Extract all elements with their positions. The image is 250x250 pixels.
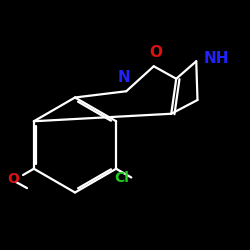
Text: N: N [118,70,130,85]
Text: O: O [7,172,19,186]
Text: Cl: Cl [114,170,129,184]
Text: O: O [150,45,163,60]
Text: NH: NH [204,51,229,66]
